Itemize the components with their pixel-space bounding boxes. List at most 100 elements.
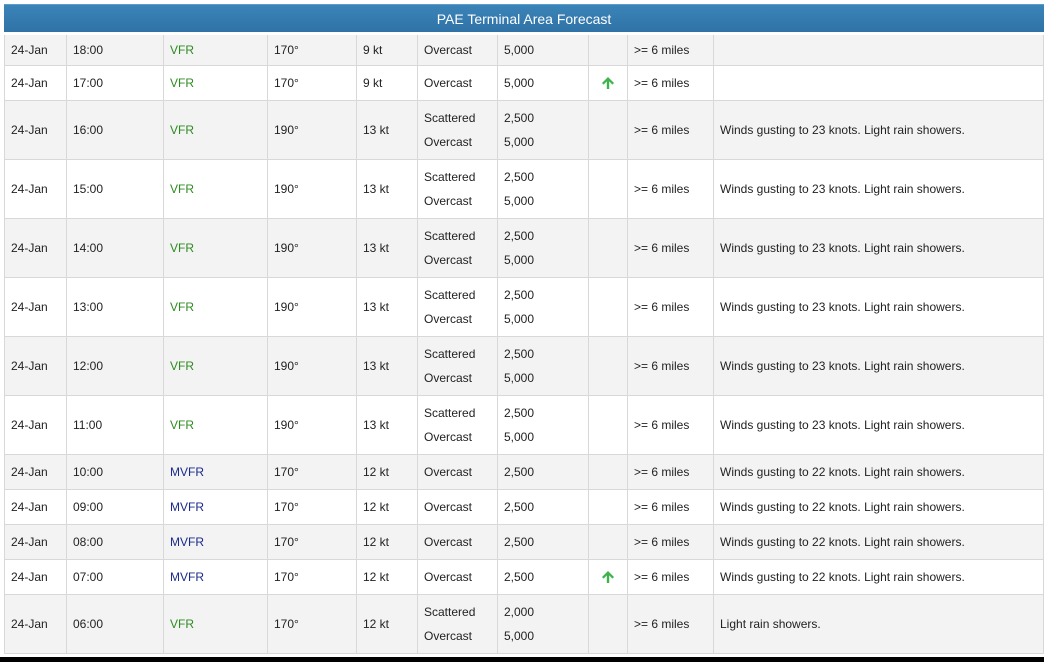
wind-speed-cell: 9 kt <box>357 66 418 101</box>
remarks-cell: Winds gusting to 22 knots. Light rain sh… <box>714 490 1044 525</box>
remarks-cell: Winds gusting to 23 knots. Light rain sh… <box>714 101 1044 160</box>
wind-direction-cell: 170° <box>268 66 357 101</box>
cloud-base-value: 5,000 <box>504 135 535 149</box>
cloud-base-cell: 2,500 5,000 <box>498 278 589 337</box>
wind-speed-cell: 13 kt <box>357 101 418 160</box>
trend-cell <box>589 160 628 219</box>
remarks-cell: Winds gusting to 23 knots. Light rain sh… <box>714 219 1044 278</box>
table-row: 24-Jan 06:00 VFR 170° 12 kt Scattered Overcast… <box>4 595 1044 654</box>
table-row: 24-Jan 07:00 MVFR 170° 12 kt Overcast 2,500 >= … <box>4 560 1044 595</box>
table-row: 24-Jan 15:00 VFR 190° 13 kt Scattered Overcast… <box>4 160 1044 219</box>
cloud-cover-label: Overcast <box>424 194 473 208</box>
cloud-base-value: 5,000 <box>504 194 535 208</box>
cloud-base-value: 2,500 <box>504 170 535 184</box>
wind-speed-cell: 12 kt <box>357 525 418 560</box>
flight-category-cell: VFR <box>164 278 268 337</box>
cloud-cover-label: Overcast <box>424 312 473 326</box>
remarks-cell: Light rain showers. <box>714 595 1044 654</box>
table-row: 24-Jan 17:00 VFR 170° 9 kt Overcast 5,000 >= 6 … <box>4 66 1044 101</box>
time-cell: 09:00 <box>67 490 164 525</box>
wind-direction-cell: 190° <box>268 337 357 396</box>
cloud-base-value: 5,000 <box>504 43 535 57</box>
flight-category-cell: VFR <box>164 396 268 455</box>
trend-cell <box>589 525 628 560</box>
cloud-base-value: 2,500 <box>504 500 535 514</box>
wind-direction-cell: 170° <box>268 490 357 525</box>
cloud-cover-cell: Scattered Overcast <box>418 595 498 654</box>
flight-category-cell: MVFR <box>164 490 268 525</box>
date-cell: 24-Jan <box>4 101 67 160</box>
cloud-base-value: 2,500 <box>504 111 535 125</box>
cloud-cover-label: Overcast <box>424 535 473 549</box>
time-cell: 17:00 <box>67 66 164 101</box>
wind-speed-cell: 12 kt <box>357 560 418 595</box>
cloud-base-value: 2,000 <box>504 605 535 619</box>
page-title: PAE Terminal Area Forecast <box>4 4 1044 32</box>
cloud-cover-label: Overcast <box>424 465 473 479</box>
cloud-base-cell: 5,000 <box>498 35 589 66</box>
wind-speed-cell: 13 kt <box>357 278 418 337</box>
cloud-cover-cell: Overcast <box>418 66 498 101</box>
visibility-cell: >= 6 miles <box>628 455 714 490</box>
cloud-base-value: 5,000 <box>504 312 535 326</box>
trend-cell <box>589 278 628 337</box>
time-cell: 16:00 <box>67 101 164 160</box>
remarks-cell: Winds gusting to 22 knots. Light rain sh… <box>714 560 1044 595</box>
table-row: 24-Jan 12:00 VFR 190° 13 kt Scattered Overcast… <box>4 337 1044 396</box>
trend-cell <box>589 337 628 396</box>
flight-category-cell: VFR <box>164 66 268 101</box>
up-arrow-icon <box>601 76 615 90</box>
cloud-base-cell: 2,500 <box>498 455 589 490</box>
date-cell: 24-Jan <box>4 278 67 337</box>
cloud-base-cell: 2,000 5,000 <box>498 595 589 654</box>
date-cell: 24-Jan <box>4 396 67 455</box>
cloud-base-value: 2,500 <box>504 535 535 549</box>
table-row: 24-Jan 08:00 MVFR 170° 12 kt Overcast 2,500 >= … <box>4 525 1044 560</box>
remarks-cell <box>714 35 1044 66</box>
cloud-cover-cell: Scattered Overcast <box>418 337 498 396</box>
visibility-cell: >= 6 miles <box>628 219 714 278</box>
cloud-base-value: 2,500 <box>504 229 535 243</box>
trend-cell <box>589 455 628 490</box>
date-cell: 24-Jan <box>4 595 67 654</box>
time-cell: 10:00 <box>67 455 164 490</box>
wind-speed-cell: 13 kt <box>357 337 418 396</box>
wind-direction-cell: 170° <box>268 595 357 654</box>
cloud-base-cell: 2,500 <box>498 525 589 560</box>
date-cell: 24-Jan <box>4 35 67 66</box>
time-cell: 15:00 <box>67 160 164 219</box>
cloud-cover-label: Scattered <box>424 170 476 184</box>
cloud-cover-label: Scattered <box>424 111 476 125</box>
cloud-base-value: 2,500 <box>504 288 535 302</box>
cloud-base-cell: 2,500 5,000 <box>498 160 589 219</box>
visibility-cell: >= 6 miles <box>628 35 714 66</box>
date-cell: 24-Jan <box>4 560 67 595</box>
wind-speed-cell: 12 kt <box>357 455 418 490</box>
visibility-cell: >= 6 miles <box>628 66 714 101</box>
cloud-cover-label: Scattered <box>424 605 476 619</box>
visibility-cell: >= 6 miles <box>628 490 714 525</box>
trend-cell <box>589 219 628 278</box>
cloud-base-cell: 5,000 <box>498 66 589 101</box>
wind-direction-cell: 190° <box>268 101 357 160</box>
remarks-cell: Winds gusting to 23 knots. Light rain sh… <box>714 160 1044 219</box>
trend-cell <box>589 35 628 66</box>
cloud-base-cell: 2,500 5,000 <box>498 101 589 160</box>
cloud-base-value: 5,000 <box>504 371 535 385</box>
bottom-border <box>0 657 1044 662</box>
time-cell: 08:00 <box>67 525 164 560</box>
cloud-base-cell: 2,500 5,000 <box>498 219 589 278</box>
visibility-cell: >= 6 miles <box>628 278 714 337</box>
table-row: 24-Jan 10:00 MVFR 170° 12 kt Overcast 2,500 >= … <box>4 455 1044 490</box>
cloud-cover-label: Overcast <box>424 43 473 57</box>
date-cell: 24-Jan <box>4 490 67 525</box>
trend-cell <box>589 101 628 160</box>
table-row: 24-Jan 09:00 MVFR 170° 12 kt Overcast 2,500 >= … <box>4 490 1044 525</box>
flight-category-cell: VFR <box>164 101 268 160</box>
cloud-base-cell: 2,500 <box>498 490 589 525</box>
wind-direction-cell: 170° <box>268 525 357 560</box>
table-row: 24-Jan 11:00 VFR 190° 13 kt Scattered Overcast… <box>4 396 1044 455</box>
trend-cell <box>589 490 628 525</box>
cloud-base-value: 5,000 <box>504 430 535 444</box>
wind-speed-cell: 13 kt <box>357 396 418 455</box>
